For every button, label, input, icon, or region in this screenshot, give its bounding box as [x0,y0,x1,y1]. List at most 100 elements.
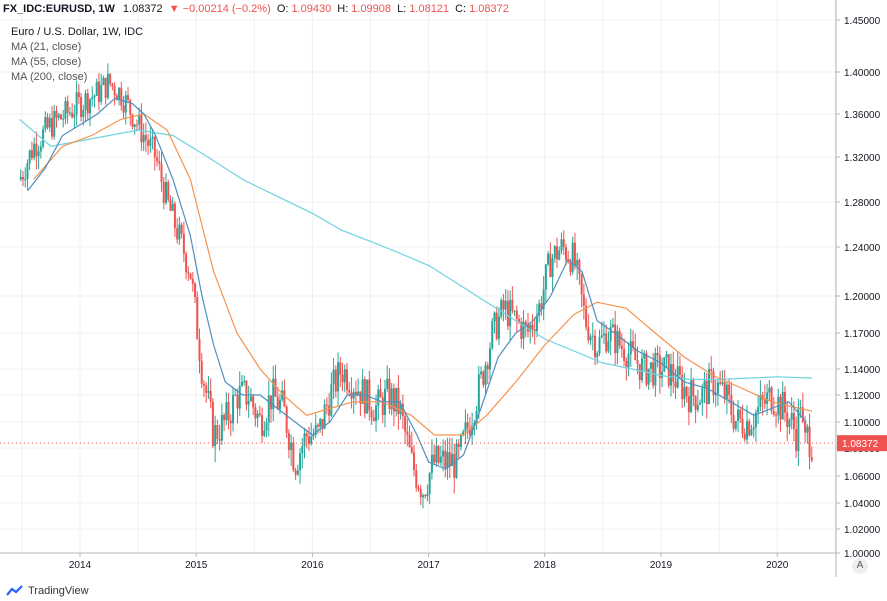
candle-body [707,369,710,405]
candle-body [670,364,673,386]
time-tick-label: 2019 [650,560,673,571]
candle-body [276,396,279,410]
candle-body [598,337,601,354]
candle-body [647,368,650,385]
symbol-label[interactable]: FX_IDC:EURUSD, 1W [3,3,115,15]
candle-body [567,260,570,262]
candle-body [654,352,657,386]
candle-body [292,442,295,471]
candle-body [504,300,507,310]
candle-body [191,278,194,284]
tradingview-brand[interactable]: TradingView [6,585,89,597]
ma200-legend[interactable]: MA (200, close) [11,71,88,83]
candle-body [200,360,203,384]
candle-body [629,341,632,355]
candle-body [439,456,442,463]
candle-body [227,402,230,421]
candle-body [732,415,735,429]
candle-body [665,354,668,358]
candle-body [585,305,588,328]
candle-body [638,364,641,381]
chart-title: Euro / U.S. Dollar, 1W, IDC [11,26,144,38]
candle-body [786,412,789,427]
candle-body [529,324,532,332]
candle-body [531,324,534,330]
candle-body [468,428,471,435]
candle-body [263,430,266,436]
candle-body [256,413,259,419]
candle-body [723,382,726,400]
candle-body [290,442,293,451]
current-price: 1.08372 [122,3,163,15]
price-tick-label: 1.12000 [844,391,881,402]
candle-body [53,110,56,137]
candle-body [694,396,697,410]
candle-body [739,409,742,419]
candle-body [788,419,791,427]
candle-body [100,84,103,102]
candle-body [477,374,480,411]
candle-body [705,380,708,405]
candle-body [495,312,498,339]
candle-body [413,452,416,471]
candle-body [381,397,384,416]
candle-body [542,289,545,310]
candle-body [719,382,722,384]
candle-body [243,380,246,382]
candle-body [410,447,413,453]
candle-body [696,404,699,410]
candle-body [386,378,389,389]
candle-body [779,396,782,420]
candle-body [62,118,65,120]
candle-body [173,203,176,229]
candle-body [435,446,438,463]
candle-body [211,401,214,447]
candle-body [759,395,762,407]
candle-body [699,402,702,405]
candle-body [33,143,36,158]
auto-scale-button[interactable]: A [852,558,868,574]
candle-body [408,434,411,448]
candle-body [721,382,724,384]
ma55-legend[interactable]: MA (55, close) [11,56,82,68]
time-tick-label: 2015 [185,560,208,571]
candle-body [602,333,605,336]
candle-body [797,407,800,452]
price-tick-label: 1.04000 [844,499,881,510]
candle-body [781,391,784,420]
price-tick-label: 1.00000 [844,549,881,560]
candle-body [106,73,109,98]
candle-body [48,117,51,128]
candle-body [323,404,326,429]
candle-body [198,339,201,361]
candle-body [301,446,304,454]
candle-body [710,369,713,372]
candle-body [421,495,424,498]
candle-body [265,422,268,431]
candle-body [325,404,328,406]
candle-body [804,421,807,433]
candle-body [754,412,757,428]
candle-body [80,97,83,117]
candle-body [808,426,811,458]
high-label: H: [337,3,349,15]
ma200-line [19,118,813,380]
candle-body [354,391,357,395]
candle-body [591,335,594,337]
ma21-legend[interactable]: MA (21, close) [11,41,82,53]
candle-body [614,324,617,354]
candle-body [716,382,719,394]
candle-body [75,92,78,115]
candle-body [113,85,116,96]
time-tick-label: 2020 [766,560,789,571]
candle-body [620,345,623,350]
candle-body [649,362,652,369]
candle-body [189,273,192,279]
candle-body [71,112,74,118]
candle-body [283,390,286,407]
candle-body [395,387,398,412]
candle-body [792,412,795,429]
candle-body [714,393,717,396]
candle-body [104,77,107,98]
